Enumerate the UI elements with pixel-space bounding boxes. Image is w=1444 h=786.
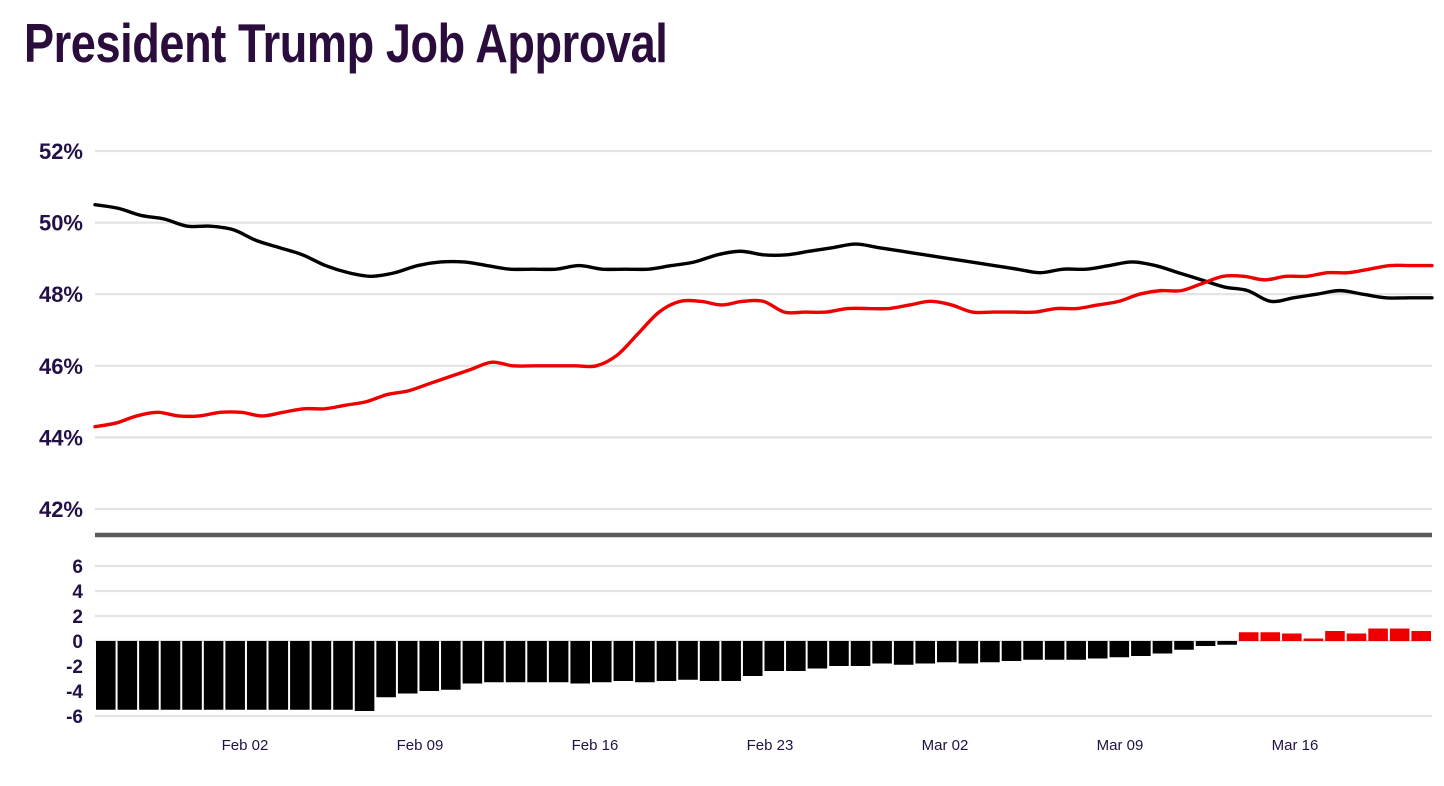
net-approval-bar xyxy=(268,641,289,710)
net-approval-bar xyxy=(548,641,569,683)
page-title: President Trump Job Approval xyxy=(24,12,668,74)
trend-line-approve xyxy=(93,263,1434,429)
x-axis-tick-label: Mar 02 xyxy=(922,737,969,754)
net-approval-bar xyxy=(1152,641,1173,654)
net-approval-bars xyxy=(96,628,1431,711)
y-axis-tick-label: 48% xyxy=(39,282,83,307)
y-axis-tick-label: 50% xyxy=(39,211,83,236)
y-axis-tick-label: 52% xyxy=(39,139,83,164)
x-axis-tick-label: Feb 16 xyxy=(572,737,619,754)
x-axis-tick-label: Mar 16 xyxy=(1272,737,1319,754)
approval-trend-lines xyxy=(93,203,1434,429)
net-approval-bar xyxy=(850,641,871,666)
x-axis-tick-label: Feb 23 xyxy=(747,737,794,754)
net-approval-bar xyxy=(915,641,936,664)
y-axis-tick-label: 44% xyxy=(39,425,83,450)
bar-y-axis-tick-label: 6 xyxy=(72,557,83,578)
net-approval-bar xyxy=(807,641,828,669)
net-approval-bar xyxy=(1044,641,1065,660)
net-approval-bar xyxy=(829,641,849,666)
top-panel-gridlines xyxy=(95,149,1432,511)
net-approval-bar xyxy=(1389,628,1410,641)
net-approval-bar xyxy=(570,641,590,684)
net-approval-bar xyxy=(1303,638,1324,641)
net-approval-bar xyxy=(462,641,483,684)
bar-y-axis-tick-label: 2 xyxy=(72,607,83,628)
net-approval-bar xyxy=(1195,641,1216,646)
net-approval-bar xyxy=(96,641,116,710)
net-approval-bar xyxy=(354,641,375,711)
net-approval-bar xyxy=(1238,632,1259,641)
net-approval-bar xyxy=(1325,631,1345,641)
net-approval-bar xyxy=(613,641,634,681)
net-approval-bar xyxy=(1260,632,1281,641)
net-approval-bar xyxy=(333,641,353,710)
bar-y-axis-tick-label: 0 xyxy=(72,632,83,653)
net-approval-bar xyxy=(699,641,720,681)
net-approval-bar xyxy=(1109,641,1130,658)
net-approval-bar xyxy=(311,641,332,710)
x-axis-tick-label: Feb 09 xyxy=(397,737,444,754)
net-approval-bar xyxy=(1131,641,1151,656)
trend-line-disapprove xyxy=(93,203,1434,304)
net-approval-bar xyxy=(872,641,892,664)
net-approval-bar xyxy=(635,641,655,683)
net-approval-bar xyxy=(139,641,159,710)
net-approval-bar xyxy=(678,641,698,680)
net-approval-bar xyxy=(182,641,202,710)
net-approval-bar xyxy=(160,641,181,710)
net-approval-bar xyxy=(225,641,245,710)
bar-y-axis-tick-label: -2 xyxy=(66,657,83,678)
net-approval-bar xyxy=(203,641,224,710)
net-approval-bar xyxy=(937,641,957,663)
net-approval-bar xyxy=(1001,641,1022,661)
net-approval-bar xyxy=(742,641,763,676)
bottom-y-axis-labels: 6 4 2 0 -2 -4 -6 xyxy=(66,557,83,728)
y-axis-tick-label: 42% xyxy=(39,497,83,522)
net-approval-bar xyxy=(721,641,741,681)
net-approval-bar xyxy=(441,641,461,690)
net-approval-bar xyxy=(1282,633,1302,641)
bar-y-axis-tick-label: -6 xyxy=(66,707,83,728)
net-approval-bar xyxy=(764,641,785,671)
x-axis-labels: Feb 02 Feb 09 Feb 16 Feb 23 Mar 02 Mar 09 Mar … xyxy=(222,737,1319,754)
net-approval-bar xyxy=(786,641,806,671)
net-approval-bar xyxy=(893,641,914,665)
net-approval-bar xyxy=(505,641,526,683)
net-approval-bar xyxy=(397,641,418,694)
bar-y-axis-tick-label: -4 xyxy=(66,682,83,703)
net-approval-bar xyxy=(1368,628,1388,641)
x-axis-tick-label: Mar 09 xyxy=(1097,737,1144,754)
net-approval-bar xyxy=(419,641,440,691)
top-y-axis-labels: 52% 50% 48% 46% 44% 42% xyxy=(39,139,83,522)
net-approval-bar xyxy=(1023,641,1043,660)
net-approval-bar xyxy=(980,641,1000,663)
net-approval-bar xyxy=(656,641,677,681)
net-approval-bar xyxy=(1174,641,1194,650)
bar-y-axis-tick-label: 4 xyxy=(72,582,83,603)
net-approval-bar xyxy=(1411,631,1431,641)
net-approval-bar xyxy=(376,641,396,698)
net-approval-bar xyxy=(246,641,267,710)
net-approval-bar xyxy=(290,641,310,710)
x-axis-tick-label: Feb 02 xyxy=(222,737,269,754)
y-axis-tick-label: 46% xyxy=(39,354,83,379)
net-approval-bar xyxy=(1346,633,1367,641)
net-approval-bar xyxy=(484,641,504,683)
net-approval-bar xyxy=(958,641,979,664)
net-approval-bar xyxy=(1066,641,1086,660)
net-approval-bar xyxy=(527,641,547,683)
net-approval-bar xyxy=(1217,641,1237,645)
net-approval-bar xyxy=(117,641,138,710)
net-approval-bar xyxy=(591,641,612,683)
net-approval-bar xyxy=(1087,641,1108,659)
